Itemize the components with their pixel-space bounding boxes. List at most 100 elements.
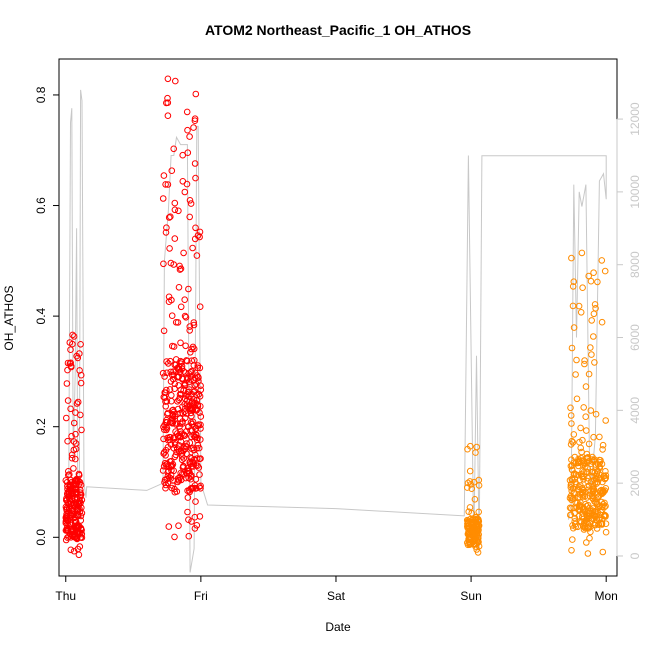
data-point — [585, 482, 593, 489]
data-point — [68, 432, 75, 440]
data-point — [191, 374, 199, 381]
data-point — [181, 381, 189, 388]
y2-tick-label: 12000 — [628, 102, 642, 136]
data-point — [75, 551, 83, 559]
data-point — [464, 445, 471, 453]
data-point — [590, 486, 598, 494]
data-point — [602, 520, 610, 528]
data-point — [587, 460, 595, 468]
data-point — [160, 327, 168, 335]
data-point — [475, 522, 482, 530]
data-point — [185, 285, 192, 293]
data-point — [64, 366, 71, 374]
data-point — [584, 468, 591, 476]
data-point — [195, 464, 203, 471]
data-point — [172, 421, 180, 428]
data-point — [567, 404, 574, 412]
data-point — [596, 456, 603, 464]
data-point — [475, 482, 483, 489]
data-point — [592, 305, 599, 312]
y2-tick-label: 0 — [628, 552, 642, 559]
data-point — [67, 476, 74, 484]
y-tick-label: 0.0 — [34, 529, 48, 546]
data-point — [579, 457, 586, 464]
data-point — [161, 373, 168, 380]
data-point — [179, 151, 186, 159]
data-point — [591, 519, 599, 527]
data-point — [590, 433, 597, 441]
data-point — [169, 412, 177, 419]
data-point — [194, 442, 202, 449]
y2-tick-label: 10000 — [628, 175, 642, 209]
data-point — [568, 420, 575, 427]
data-point — [65, 493, 73, 501]
data-point — [180, 447, 187, 455]
data-point — [187, 200, 195, 207]
data-point — [160, 260, 167, 268]
data-point — [581, 360, 588, 368]
data-point — [63, 414, 70, 422]
data-point — [197, 482, 204, 490]
data-point — [181, 432, 189, 439]
data-point — [162, 229, 170, 236]
data-point — [177, 386, 185, 394]
data-point — [63, 516, 70, 524]
data-point — [180, 471, 187, 478]
data-point — [174, 398, 181, 405]
data-point — [180, 463, 187, 470]
data-point — [578, 249, 586, 257]
data-point — [73, 480, 80, 487]
data-point — [567, 441, 575, 448]
data-point — [181, 395, 189, 402]
data-point — [471, 496, 479, 503]
data-point — [190, 388, 198, 396]
data-point — [77, 379, 85, 387]
data-point — [197, 413, 205, 420]
y2-tick-label: 8000 — [628, 251, 642, 278]
data-point — [590, 310, 598, 318]
data-point — [569, 283, 577, 290]
data-point — [191, 513, 199, 521]
data-point — [169, 407, 176, 414]
data-point — [181, 296, 188, 304]
data-point — [583, 450, 591, 458]
data-point — [185, 532, 193, 540]
data-point — [602, 468, 609, 475]
data-point — [168, 167, 176, 174]
data-point — [173, 420, 181, 427]
data-point — [579, 488, 587, 496]
data-point — [194, 462, 201, 470]
data-point — [193, 522, 201, 529]
data-point — [169, 477, 176, 484]
data-point — [591, 359, 598, 366]
altitude-line — [62, 89, 607, 573]
data-point — [598, 318, 606, 326]
data-point — [573, 504, 581, 511]
data-point — [582, 413, 590, 421]
data-point — [191, 357, 198, 364]
data-point — [72, 455, 79, 463]
data-point — [181, 445, 189, 453]
data-point — [186, 323, 194, 330]
data-point — [76, 367, 83, 374]
data-point — [474, 549, 482, 556]
data-point — [571, 514, 579, 522]
y-tick-label: 0.6 — [34, 197, 48, 214]
data-point — [164, 437, 172, 444]
data-point — [167, 259, 175, 267]
data-point — [586, 512, 593, 520]
data-point — [589, 495, 597, 503]
data-point — [569, 536, 576, 543]
data-point — [69, 340, 76, 348]
data-point — [161, 479, 168, 486]
data-point — [592, 472, 600, 480]
data-point — [567, 481, 575, 489]
data-point — [184, 403, 192, 411]
data-point — [470, 525, 478, 533]
data-point — [194, 364, 201, 372]
data-point — [194, 232, 202, 239]
data-point — [186, 213, 193, 221]
data-point — [171, 441, 179, 449]
data-point — [161, 389, 168, 396]
data-point — [574, 485, 582, 492]
